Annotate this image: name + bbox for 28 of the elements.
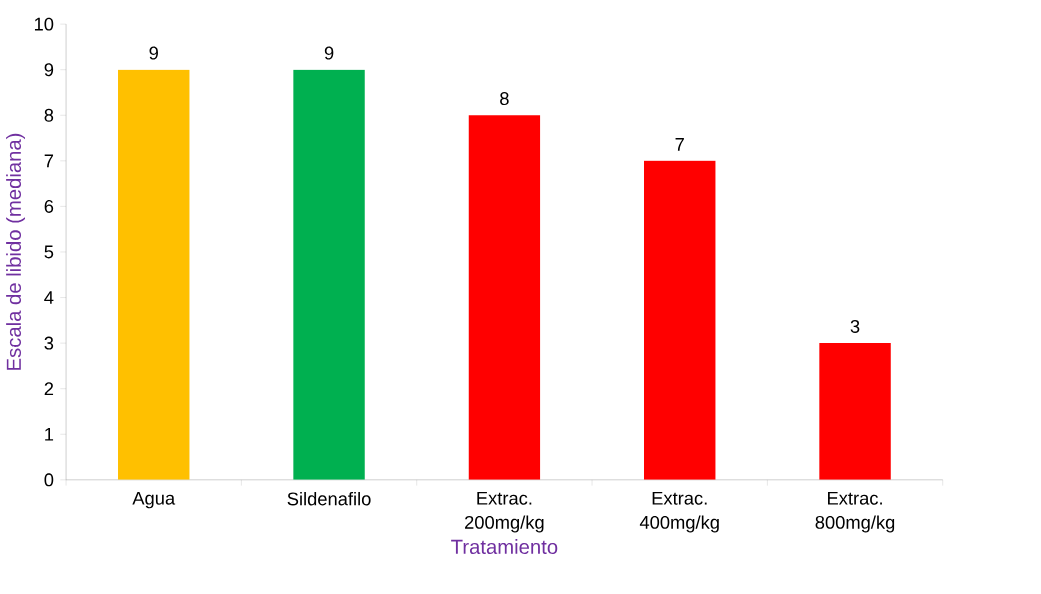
x-tick-label: Extrac. 800mg/kg [815, 492, 895, 533]
y-tick-label: 1 [45, 428, 54, 441]
bar [118, 69, 190, 480]
y-tick-label: 3 [44, 336, 54, 350]
y-tick-label: 0 [44, 473, 54, 487]
x-tick-label: Extrac. 400mg/kg [639, 492, 719, 533]
data-label: 9 [324, 46, 334, 60]
x-axis-title: Tratamiento [451, 539, 558, 555]
y-tick-label: 10 [34, 17, 54, 31]
bar [819, 343, 891, 480]
data-label: 3 [850, 320, 860, 334]
bar [293, 69, 365, 480]
y-tick-label: 5 [44, 245, 54, 259]
y-tick-label: 2 [44, 382, 54, 396]
bar [468, 115, 541, 480]
x-tick-label: Agua [132, 492, 176, 509]
data-label: 9 [149, 46, 158, 60]
data-label: 8 [500, 92, 509, 106]
bar [644, 160, 716, 480]
y-axis-title: Escala de libido (mediana) [6, 133, 26, 370]
y-tick-label: 7 [44, 154, 54, 168]
y-tick-label: 6 [44, 200, 54, 214]
y-tick-label: 9 [44, 63, 54, 77]
x-tick-label: Extrac. 200mg/kg [465, 492, 544, 533]
y-tick-label: 4 [44, 291, 54, 304]
x-tick-label: Sildenafilo [287, 492, 371, 506]
y-tick-label: 8 [44, 108, 54, 122]
data-label: 7 [675, 138, 684, 151]
